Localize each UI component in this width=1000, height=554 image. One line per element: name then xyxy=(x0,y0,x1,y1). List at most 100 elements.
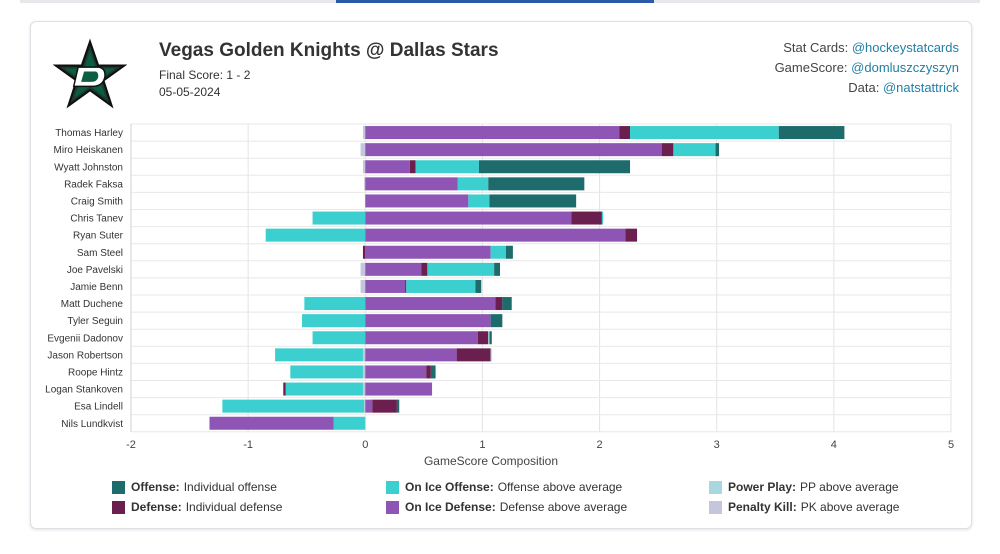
page-title: Vegas Golden Knights @ Dallas Stars xyxy=(159,40,499,61)
natstattrick-link[interactable]: @natstattrick xyxy=(882,80,959,95)
bar-on-ice-offense xyxy=(406,279,476,293)
bar-on-ice-offense-neg xyxy=(275,348,363,362)
bar-offense xyxy=(475,279,482,293)
domluszczyszyn-link[interactable]: @domluszczyszyn xyxy=(851,60,959,75)
bar-defense xyxy=(625,228,638,242)
bar-on-ice-defense xyxy=(365,228,626,242)
dallas-stars-logo-icon xyxy=(53,38,127,109)
game-date: 05-05-2024 xyxy=(159,85,221,99)
legend-text: Defense above average xyxy=(499,500,628,514)
player-label: Joe Pavelski xyxy=(67,265,123,276)
legend-swatch xyxy=(386,480,399,494)
credit-stat-cards: Stat Cards: @hockeystatcards xyxy=(783,40,959,55)
legend-swatch xyxy=(386,500,399,514)
x-tick-label: -2 xyxy=(126,439,136,451)
player-label: Wyatt Johnston xyxy=(54,162,123,173)
bar-on-ice-offense-neg xyxy=(333,416,366,430)
player-label: Radek Faksa xyxy=(64,179,123,190)
bar-on-ice-defense xyxy=(365,314,491,328)
bar-on-ice-defense xyxy=(365,331,478,345)
bar-offense xyxy=(489,331,492,345)
player-label: Matt Duchene xyxy=(61,299,124,310)
bar-offense xyxy=(502,297,512,311)
legend-swatch xyxy=(112,500,125,514)
bar-defense xyxy=(426,365,431,379)
bar-on-ice-offense-neg xyxy=(265,228,366,242)
bar-on-ice-offense-neg xyxy=(290,365,363,379)
bar-penalty-kill xyxy=(360,262,366,276)
legend-text: PK above average xyxy=(800,500,900,514)
bar-on-ice-defense xyxy=(365,262,422,276)
bar-offense xyxy=(715,143,720,157)
final-score: Final Score: 1 - 2 xyxy=(159,68,251,82)
player-label: Evgenii Dadonov xyxy=(47,333,123,344)
legend-bold-label: On Ice Offense: xyxy=(405,480,494,494)
bar-offense xyxy=(490,314,503,328)
bar-power-play xyxy=(488,331,490,345)
credits: Stat Cards: @hockeystatcards GameScore: … xyxy=(775,38,959,98)
legend-text: Individual offense xyxy=(183,480,277,494)
x-tick-label: 2 xyxy=(597,439,603,451)
bar-defense xyxy=(372,399,397,413)
bar-on-ice-offense xyxy=(427,262,495,276)
legend-item-offense: Offense: Individual offense xyxy=(112,480,277,494)
bar-offense xyxy=(489,194,577,208)
player-label: Jason Robertson xyxy=(47,350,123,361)
legend-item-on-ice-offense: On Ice Offense: Offense above average xyxy=(386,480,622,494)
stat-card: Vegas Golden Knights @ Dallas Stars Fina… xyxy=(30,21,972,529)
bar-offense xyxy=(494,262,500,276)
x-tick-label: 4 xyxy=(831,439,837,451)
bar-defense xyxy=(405,279,407,293)
bar-on-ice-offense xyxy=(673,143,716,157)
player-label: Nils Lundkvist xyxy=(61,419,123,430)
bar-defense xyxy=(571,211,602,225)
x-tick-label: 1 xyxy=(479,439,485,451)
bar-on-ice-defense xyxy=(365,399,373,413)
bar-on-ice-offense-neg xyxy=(222,399,365,413)
bar-offense xyxy=(430,365,436,379)
bar-defense xyxy=(495,297,503,311)
player-label: Chris Tanev xyxy=(70,214,123,225)
legend-text: PP above average xyxy=(800,480,899,494)
bar-offense xyxy=(505,245,513,259)
bar-defense xyxy=(456,348,491,362)
bar-on-ice-defense xyxy=(365,160,410,174)
bar-on-ice-offense xyxy=(601,211,604,225)
bar-on-ice-defense xyxy=(365,126,620,140)
bar-on-ice-defense xyxy=(365,365,427,379)
legend-bold-label: Offense: xyxy=(131,480,180,494)
bar-penalty-kill xyxy=(360,279,366,293)
x-tick-label: -1 xyxy=(243,439,253,451)
player-label: Ryan Suter xyxy=(73,231,124,242)
bar-on-ice-offense xyxy=(457,177,489,191)
legend-item-penalty-kill: Penalty Kill: PK above average xyxy=(709,500,899,514)
player-label: Esa Lindell xyxy=(74,402,123,413)
legend-bold-label: On Ice Defense: xyxy=(405,500,496,514)
legend-item-on-ice-defense: On Ice Defense: Defense above average xyxy=(386,500,627,514)
bar-on-ice-offense xyxy=(415,160,479,174)
legend-swatch xyxy=(709,500,722,514)
bar-penalty-kill xyxy=(364,399,366,413)
bar-defense xyxy=(661,143,674,157)
hockeystatcards-link[interactable]: @hockeystatcards xyxy=(851,40,959,55)
legend-text: Individual defense xyxy=(185,500,283,514)
legend-bold-label: Penalty Kill: xyxy=(728,500,797,514)
x-tick-label: 5 xyxy=(948,439,954,451)
active-tab-indicator[interactable] xyxy=(336,0,654,3)
bar-on-ice-offense-neg xyxy=(302,314,366,328)
player-label: Jamie Benn xyxy=(70,282,123,293)
bar-defense xyxy=(477,331,489,345)
bar-penalty-kill xyxy=(364,177,366,191)
bar-penalty-kill xyxy=(362,126,366,140)
bar-on-ice-defense xyxy=(365,245,491,259)
bar-defense-neg xyxy=(362,245,366,259)
bar-on-ice-defense xyxy=(365,279,406,293)
bar-penalty-kill xyxy=(362,160,366,174)
player-label: Sam Steel xyxy=(77,248,123,259)
bar-penalty-kill xyxy=(362,348,366,362)
x-tick-label: 0 xyxy=(362,439,368,451)
gamescore-chart: -2 -1 0 1 2 3 4 5 GameScore Composition Thomas Ha… xyxy=(45,123,954,468)
player-label: Craig Smith xyxy=(71,196,123,207)
bar-defense xyxy=(619,126,631,140)
bar-power-play xyxy=(490,348,492,362)
